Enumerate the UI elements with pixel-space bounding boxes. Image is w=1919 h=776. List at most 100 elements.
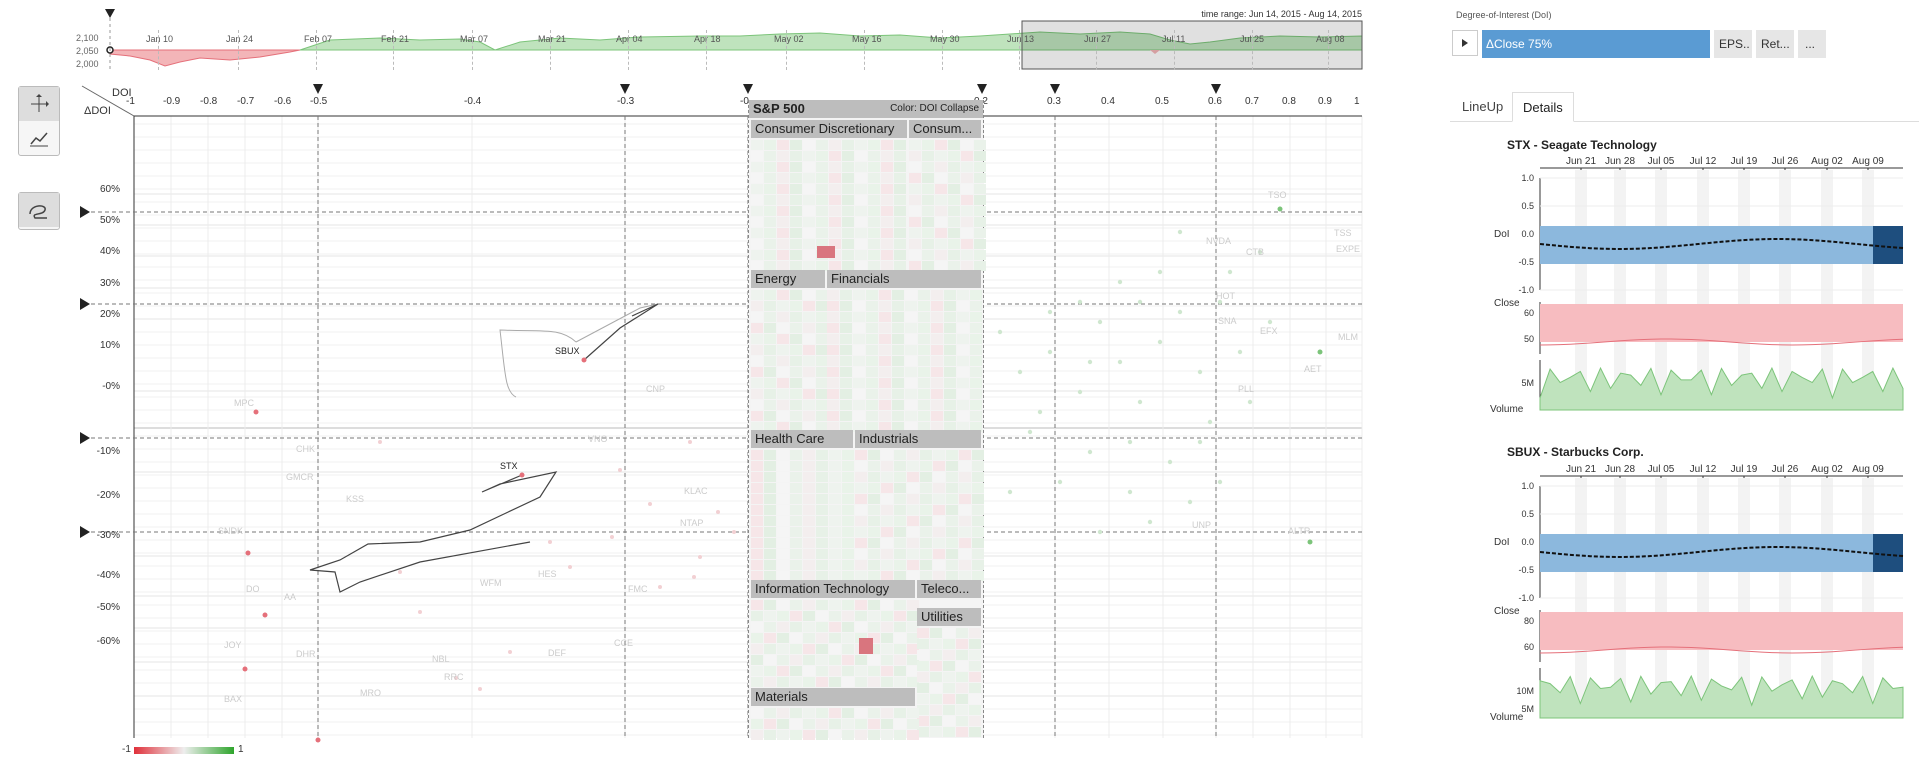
treemap-stock-cell[interactable] [866, 378, 878, 388]
treemap-stock-cell[interactable] [816, 611, 828, 621]
treemap-stock-cell[interactable] [853, 345, 865, 355]
treemap-stock-cell[interactable] [944, 422, 956, 432]
treemap-stock-cell[interactable] [957, 312, 969, 322]
treemap-stock-cell[interactable] [803, 472, 815, 482]
treemap-stock-cell[interactable] [827, 400, 839, 410]
treemap-stock-cell[interactable] [935, 151, 947, 161]
treemap-stock-cell[interactable] [751, 560, 763, 570]
treemap-stock-cell[interactable] [764, 173, 776, 183]
treemap-stock-cell[interactable] [918, 334, 930, 344]
treemap-stock-cell[interactable] [866, 400, 878, 410]
treemap-stock-cell[interactable] [751, 411, 763, 421]
treemap-stock-cell[interactable] [803, 301, 815, 311]
treemap-stock-cell[interactable] [868, 505, 880, 515]
treemap-stock-cell[interactable] [935, 217, 947, 227]
treemap-stock-cell[interactable] [866, 323, 878, 333]
treemap-stock-cell[interactable] [881, 450, 893, 460]
treemap-stock-cell[interactable] [840, 334, 852, 344]
treemap-stock-cell[interactable] [764, 312, 776, 322]
treemap-stock-cell[interactable] [751, 655, 763, 665]
treemap-stock-cell[interactable] [777, 261, 789, 271]
treemap-stock-cell[interactable] [816, 483, 828, 493]
treemap-stock-cell[interactable] [751, 571, 763, 581]
treemap-stock-cell[interactable] [879, 301, 891, 311]
treemap-stock-cell[interactable] [751, 151, 763, 161]
treemap-stock-cell[interactable] [803, 538, 815, 548]
treemap-stock-cell[interactable] [827, 323, 839, 333]
treemap-stock-cell[interactable] [881, 195, 893, 205]
treemap-stock-cell[interactable] [764, 378, 776, 388]
treemap-stock-cell[interactable] [920, 538, 932, 548]
treemap-stock-cell[interactable] [922, 173, 934, 183]
stock-label[interactable]: KLAC [684, 486, 708, 496]
treemap-stock-cell[interactable] [777, 571, 789, 581]
treemap-stock-cell[interactable] [894, 472, 906, 482]
treemap-stock-cell[interactable] [777, 538, 789, 548]
treemap-stock-cell[interactable] [751, 261, 763, 271]
treemap-stock-cell[interactable] [972, 472, 984, 482]
treemap-stock-cell[interactable] [840, 356, 852, 366]
stock-label[interactable]: AET [1304, 364, 1322, 374]
treemap-stock-cell[interactable] [816, 655, 828, 665]
treemap-stock-cell-highlight[interactable] [817, 246, 835, 258]
treemap-stock-cell[interactable] [764, 494, 776, 504]
treemap-stock-cell[interactable] [855, 708, 867, 718]
treemap-stock-cell[interactable] [777, 195, 789, 205]
treemap-stock-cell[interactable] [842, 228, 854, 238]
treemap-stock-cell[interactable] [868, 217, 880, 227]
treemap-stock-cell[interactable] [777, 461, 789, 471]
treemap-stock-cell[interactable] [777, 389, 789, 399]
treemap-stock-cell[interactable] [764, 228, 776, 238]
trail-button[interactable] [19, 193, 59, 227]
treemap-stock-cell[interactable] [974, 250, 986, 260]
treemap-stock-cell[interactable] [892, 411, 904, 421]
treemap-stock-cell[interactable] [751, 140, 763, 150]
treemap-stock-cell[interactable] [972, 560, 984, 570]
treemap-stock-cell[interactable] [764, 195, 776, 205]
treemap-stock-cell[interactable] [931, 378, 943, 388]
treemap-stock-cell[interactable] [840, 312, 852, 322]
treemap-stock-cell[interactable] [764, 356, 776, 366]
treemap-stock-cell[interactable] [969, 661, 981, 671]
treemap-stock-cell[interactable] [764, 261, 776, 271]
treemap-stock-cell[interactable] [855, 483, 867, 493]
treemap-stock-cell[interactable] [894, 719, 906, 729]
treemap-stock-cell[interactable] [803, 708, 815, 718]
treemap-stock-cell[interactable] [907, 600, 919, 610]
treemap-stock-cell[interactable] [879, 290, 891, 300]
treemap-stock-cell[interactable] [816, 217, 828, 227]
treemap-stock-cell[interactable] [909, 173, 921, 183]
treemap-stock-cell[interactable] [918, 400, 930, 410]
treemap-stock-cell[interactable] [790, 411, 802, 421]
treemap-stock-cell[interactable] [970, 367, 982, 377]
treemap-stock-cell[interactable] [918, 422, 930, 432]
treemap-stock-cell[interactable] [881, 644, 893, 654]
treemap-stock-cell[interactable] [842, 527, 854, 537]
treemap-stock-cell[interactable] [777, 228, 789, 238]
doi-attribute-more[interactable]: ... [1798, 30, 1826, 58]
treemap-stock-cell[interactable] [764, 239, 776, 249]
treemap-stock-cell[interactable] [881, 472, 893, 482]
treemap-stock-cell[interactable] [842, 261, 854, 271]
treemap-stock-cell[interactable] [881, 162, 893, 172]
treemap-stock-cell[interactable] [842, 655, 854, 665]
treemap-stock-cell[interactable] [816, 494, 828, 504]
treemap-stock-cell[interactable] [969, 639, 981, 649]
treemap-stock-cell[interactable] [751, 633, 763, 643]
treemap-stock-cell[interactable] [777, 250, 789, 260]
treemap-stock-cell[interactable] [790, 400, 802, 410]
treemap-stock-cell[interactable] [790, 206, 802, 216]
treemap-stock-cell[interactable] [868, 666, 880, 676]
treemap-stock-cell[interactable] [935, 239, 947, 249]
treemap-stock-cell[interactable] [905, 400, 917, 410]
treemap-stock-cell[interactable] [751, 195, 763, 205]
treemap-stock-cell[interactable] [764, 677, 776, 687]
treemap-stock-cell[interactable] [974, 195, 986, 205]
treemap-stock-cell[interactable] [855, 516, 867, 526]
treemap-stock-cell[interactable] [933, 560, 945, 570]
treemap-stock-cell[interactable] [961, 206, 973, 216]
treemap-stock-cell[interactable] [969, 705, 981, 715]
treemap-stock-cell[interactable] [816, 708, 828, 718]
treemap-stock-cell[interactable] [866, 422, 878, 432]
treemap-stock-cell[interactable] [892, 301, 904, 311]
